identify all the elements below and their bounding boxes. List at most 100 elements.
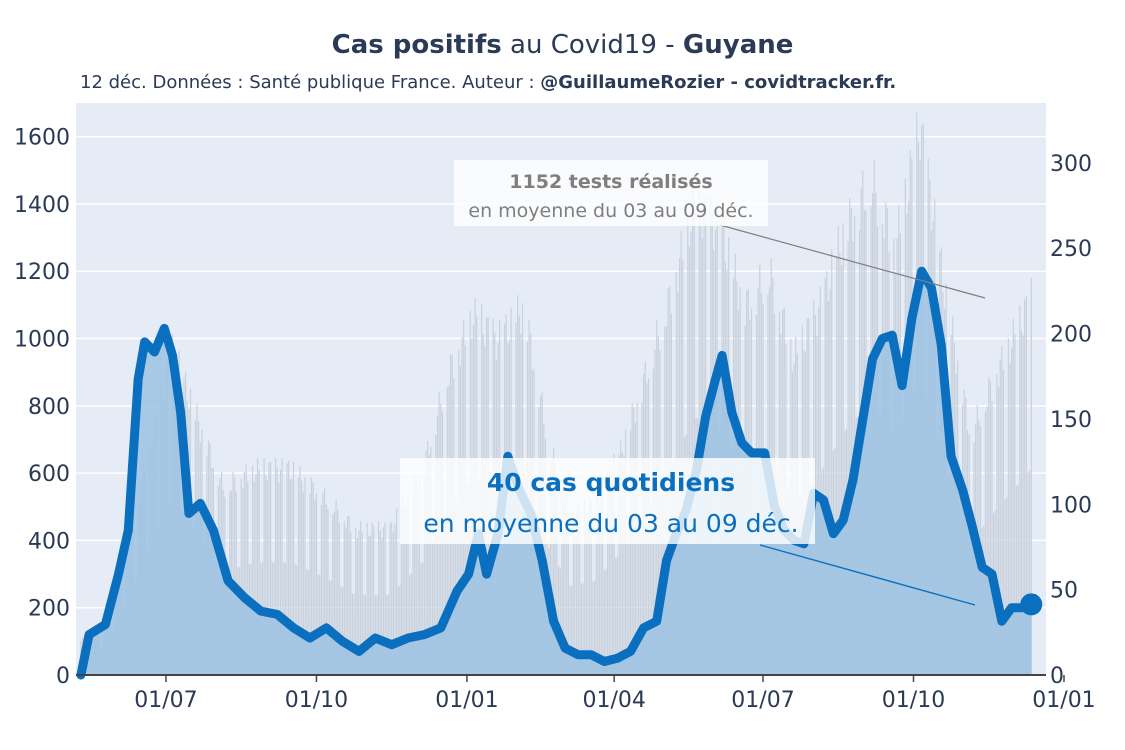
tests-bar — [1025, 295, 1027, 675]
tests-bar — [404, 507, 406, 675]
tests-bar — [1017, 484, 1019, 675]
tests-bar — [410, 573, 412, 675]
cases-annotation-box — [400, 458, 815, 544]
tests-bar — [690, 231, 692, 675]
tests-bar — [379, 530, 381, 675]
tests-bar — [611, 474, 614, 675]
tests-bar — [574, 520, 576, 675]
tests-bar — [436, 415, 439, 675]
tests-bar — [289, 479, 291, 675]
tests-bar — [629, 430, 632, 675]
tests-bar — [315, 493, 318, 675]
title-part-bold: Cas positifs — [331, 30, 502, 60]
tests-annotation-arrow — [719, 224, 986, 299]
y-left-tick-label: 200 — [28, 597, 70, 622]
tests-bar — [837, 226, 839, 675]
tests-bar — [571, 585, 573, 675]
tests-bar — [317, 574, 319, 675]
tests-bar — [382, 526, 385, 675]
tests-bar — [687, 212, 689, 675]
tests-bar — [351, 593, 354, 675]
tests-bar — [618, 454, 620, 675]
tests-bar — [234, 476, 236, 675]
tests-bar — [427, 440, 429, 675]
y-left-tick-label: 1400 — [14, 193, 70, 218]
tests-bar — [1007, 338, 1009, 675]
tests-bar — [589, 497, 591, 675]
tests-bar — [299, 465, 301, 675]
tests-bar — [320, 505, 322, 675]
x-tick-label: 01/07 — [731, 688, 794, 713]
tests-bar — [616, 556, 619, 675]
tests-bar — [310, 477, 313, 675]
tests-bar — [585, 513, 587, 675]
tests-bar — [270, 461, 272, 675]
tests-bar — [252, 465, 254, 675]
tests-bar — [350, 531, 352, 675]
y-left-tick-label: 1200 — [14, 260, 70, 285]
tests-bar — [242, 488, 244, 675]
tests-bar — [243, 471, 246, 675]
tests-bar — [333, 511, 336, 675]
y-right-tick-label: 0 — [1050, 664, 1064, 689]
tests-bar — [564, 491, 566, 675]
x-tick-label: 01/10 — [882, 688, 945, 713]
tests-bar — [847, 241, 849, 675]
tests-bar — [302, 491, 304, 675]
cases-last-point — [1020, 593, 1043, 616]
tests-bar — [1027, 472, 1029, 675]
tests-bar — [360, 521, 362, 675]
tests-bar — [651, 499, 653, 675]
tests-bar — [414, 474, 416, 675]
tests-bar — [553, 448, 555, 675]
tests-bar — [1015, 486, 1018, 675]
tests-bar — [301, 480, 303, 675]
tests-bar — [996, 374, 998, 675]
tests-bar — [595, 490, 597, 675]
tests-bar — [255, 473, 257, 675]
tests-bar — [849, 198, 851, 675]
tests-bar — [369, 535, 372, 675]
x-tick-label: 01/01 — [435, 688, 498, 713]
tests-bar — [381, 538, 383, 675]
tests-bar — [575, 511, 578, 675]
tests-bar — [291, 478, 293, 675]
tests-bar — [999, 359, 1001, 675]
tests-bar — [613, 453, 615, 675]
tests-bar — [1012, 318, 1014, 675]
tests-bar — [623, 455, 625, 675]
tests-bar — [368, 535, 370, 675]
tests-bar — [343, 521, 345, 675]
tests-bar — [366, 522, 368, 675]
tests-bar — [399, 585, 401, 675]
tests-bar — [247, 481, 249, 675]
tests-bar — [348, 516, 350, 675]
tests-bar — [332, 514, 334, 675]
tests-bar — [396, 508, 398, 675]
tests-bar — [824, 278, 826, 675]
tests-bar — [312, 482, 314, 675]
tests-bar — [615, 558, 617, 675]
subtitle-author: @GuillaumeRozier - covidtracker.fr. — [540, 72, 897, 93]
tests-bar — [600, 488, 602, 675]
tests-bar — [253, 482, 255, 675]
tests-bar — [639, 519, 641, 675]
tests-bar — [297, 477, 300, 675]
tests-bar — [324, 487, 326, 675]
tests-bar — [554, 462, 556, 675]
tests-bar — [567, 514, 569, 675]
tests-bar — [577, 500, 579, 675]
tests-bar — [430, 447, 432, 675]
tests-bar — [443, 517, 445, 675]
tests-bar — [245, 464, 247, 675]
tests-bar — [572, 508, 574, 675]
tests-bar — [569, 585, 571, 675]
tests-bar — [340, 586, 342, 675]
tests-bar — [435, 434, 437, 675]
y-axis-right: 0 50 100 150 200 250 300 — [1050, 152, 1092, 689]
tests-bar — [991, 400, 993, 675]
tests-bar — [292, 461, 295, 675]
y-left-tick-label: 400 — [28, 529, 70, 554]
tests-bar — [384, 522, 386, 675]
